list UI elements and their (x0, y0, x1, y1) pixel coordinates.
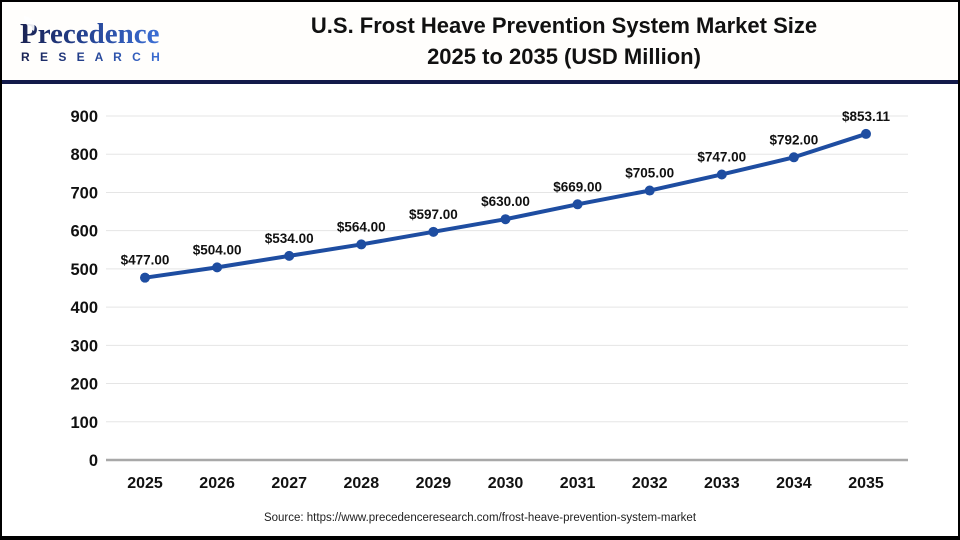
x-axis-tick-label-2033: 2033 (704, 475, 740, 492)
data-value-label-2031: $669.00 (553, 179, 602, 194)
source-text: Source: https://www.precedenceresearch.c… (263, 512, 697, 524)
precedence-research-logo: Precedence R E S E A R C H (20, 12, 180, 71)
data-value-label-2033: $747.00 (697, 149, 746, 164)
data-value-label-2035: $853.11 (842, 109, 891, 124)
chart-title-line-2: 2025 to 2035 (USD Million) (427, 44, 701, 69)
x-axis-tick-label-2034: 2034 (776, 475, 812, 492)
data-value-label-2030: $630.00 (481, 194, 530, 209)
x-axis-tick-label-2029: 2029 (416, 475, 452, 492)
header-separator (2, 80, 958, 84)
data-point-2032 (644, 185, 655, 196)
x-axis-tick-label-2030: 2030 (488, 475, 524, 492)
data-point-2030 (500, 214, 511, 225)
data-point-2035 (861, 128, 871, 139)
y-axis-tick-label: 300 (70, 337, 98, 355)
chart-title-line-1: U.S. Frost Heave Prevention System Marke… (310, 13, 818, 38)
chart-title: U.S. Frost Heave Prevention System Marke… (180, 10, 958, 72)
data-point-2028 (356, 239, 367, 250)
x-axis-tick-label-2035: 2035 (848, 475, 884, 492)
data-value-label-2034: $792.00 (769, 132, 818, 147)
logo-graphic: Precedence R E S E A R C H (20, 15, 163, 64)
logo-subtext: R E S E A R C H (21, 50, 163, 64)
header: Precedence R E S E A R C H U.S. Frost He… (2, 2, 958, 80)
logo-wordmark: Precedence (20, 18, 160, 50)
y-axis-tick-label: 800 (70, 146, 98, 164)
data-value-label-2026: $504.00 (193, 242, 242, 257)
y-axis-tick-label: 100 (70, 414, 98, 432)
x-axis-tick-label-2027: 2027 (271, 475, 307, 492)
x-axis-tick-label-2025: 2025 (127, 475, 163, 492)
data-value-label-2029: $597.00 (409, 207, 458, 222)
y-axis-tick-label: 600 (70, 223, 98, 241)
data-point-2029 (428, 226, 439, 237)
data-point-2025 (140, 272, 150, 283)
x-axis-tick-label-2032: 2032 (632, 475, 668, 492)
data-value-label-2028: $564.00 (337, 219, 386, 234)
data-value-label-2025: $477.00 (121, 253, 170, 268)
y-axis-tick-label: 200 (70, 376, 98, 394)
data-point-2034 (788, 152, 799, 163)
data-point-2031 (572, 199, 583, 210)
data-point-2026 (212, 262, 223, 273)
y-axis-tick-label: 900 (70, 108, 98, 126)
x-axis-tick-label-2028: 2028 (344, 475, 380, 492)
data-point-2027 (284, 250, 295, 261)
y-axis-tick-label: 700 (70, 184, 98, 202)
logo-leaf-icon (24, 15, 35, 31)
data-value-label-2027: $534.00 (265, 231, 314, 246)
y-axis-tick-label: 0 (89, 452, 98, 470)
y-axis-tick-label: 400 (70, 299, 98, 317)
data-value-label-2032: $705.00 (625, 166, 674, 181)
market-size-line-chart: 0 100 200 300 400 500 600 700 800 900 2025 2026 2027… (70, 108, 908, 492)
x-axis-tick-label-2026: 2026 (199, 475, 235, 492)
x-axis-tick-label-2031: 2031 (560, 475, 596, 492)
y-axis-tick-label: 500 (70, 261, 98, 279)
data-point-2033 (716, 169, 727, 180)
chart-area: 0 100 200 300 400 500 600 700 800 900 2025 2026 2027… (2, 84, 958, 508)
